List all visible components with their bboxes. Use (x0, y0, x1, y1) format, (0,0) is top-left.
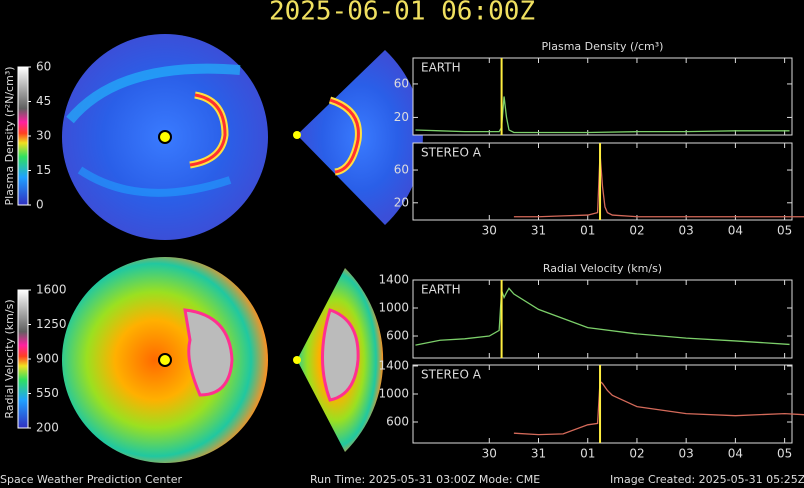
colorbar-tick-label: 550 (36, 386, 59, 400)
colorbar-label: Radial Velocity (km/s) (3, 299, 16, 418)
x-tick-label: 01 (580, 447, 595, 461)
plot-frame (412, 279, 793, 359)
colorbar-tick-label: 200 (36, 421, 59, 435)
colorbar-tick-label: 900 (36, 352, 59, 366)
x-tick-label: 04 (728, 447, 743, 461)
footer-center: Run Time: 2025-05-31 03:00Z Mode: CME (310, 473, 540, 486)
y-tick-label: 1400 (378, 273, 409, 287)
y-tick-label: 60 (394, 76, 409, 90)
colorbar-tick-label: 60 (36, 60, 51, 74)
x-tick-label: 03 (679, 447, 694, 461)
colorbar-tick-label: 0 (36, 198, 44, 212)
panel-label: EARTH (421, 61, 461, 75)
colorbar (17, 289, 29, 429)
panel-label: STEREO A (421, 146, 482, 160)
y-tick-label: 20 (394, 195, 409, 209)
footer-right: Image Created: 2025-05-31 05:25Z (610, 473, 804, 486)
y-tick-label: 20 (394, 110, 409, 124)
series-line (513, 153, 804, 218)
density-map (62, 34, 423, 240)
x-tick-label: 31 (531, 447, 546, 461)
colorbar-tick-label: 1600 (36, 283, 67, 297)
footer-left: Space Weather Prediction Center (0, 473, 182, 486)
series-line (415, 287, 790, 346)
x-tick-label: 30 (482, 224, 497, 238)
colorbar (17, 66, 29, 206)
x-tick-label: 31 (531, 224, 546, 238)
x-tick-label: 05 (777, 447, 792, 461)
x-tick-label: 03 (679, 224, 694, 238)
colorbar-tick-label: 45 (36, 94, 51, 108)
panel-title: Radial Velocity (km/s) (543, 262, 662, 275)
x-tick-label: 04 (728, 224, 743, 238)
plot-frame (412, 57, 793, 136)
x-tick-label: 02 (629, 224, 644, 238)
x-tick-label: 05 (777, 224, 792, 238)
y-tick-label: 1000 (378, 301, 409, 315)
y-tick-label: 1000 (378, 386, 409, 400)
colorbar-tick-label: 1250 (36, 317, 67, 331)
colorbar-tick-label: 15 (36, 163, 51, 177)
series-line (415, 96, 790, 134)
panel-label: STEREO A (421, 368, 482, 382)
panel-label: EARTH (421, 283, 461, 297)
x-tick-label: 30 (482, 447, 497, 461)
colorbar-tick-label: 30 (36, 129, 51, 143)
series-line (513, 380, 804, 436)
title: 2025-06-01 06:00Z (269, 0, 535, 27)
velocity-map (62, 257, 384, 463)
x-tick-label: 02 (629, 447, 644, 461)
plot-frame (412, 364, 793, 444)
colorbar-label: Plasma Density (r²N/cm³) (3, 66, 16, 205)
y-tick-label: 600 (386, 329, 409, 343)
y-tick-label: 60 (394, 163, 409, 177)
y-tick-label: 600 (386, 414, 409, 428)
y-tick-label: 1400 (378, 358, 409, 372)
panel-title: Plasma Density (/cm³) (542, 40, 664, 53)
x-tick-label: 01 (580, 224, 595, 238)
